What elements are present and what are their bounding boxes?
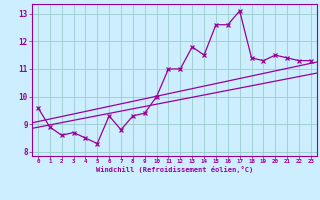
X-axis label: Windchill (Refroidissement éolien,°C): Windchill (Refroidissement éolien,°C) <box>96 166 253 173</box>
